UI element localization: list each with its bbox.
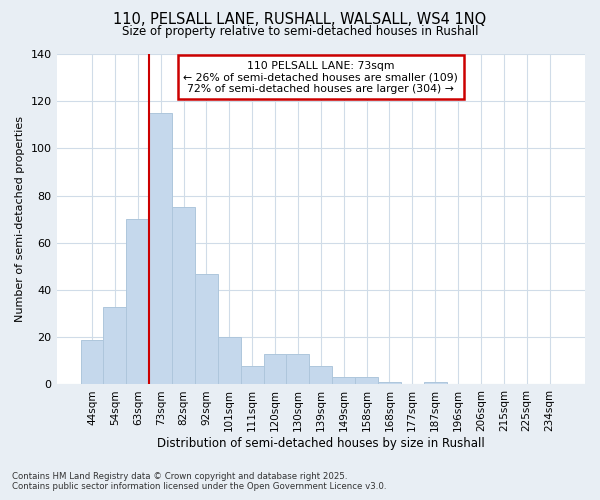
Bar: [80, 340, 103, 384]
Bar: [263, 354, 286, 384]
Bar: [241, 366, 263, 384]
X-axis label: Distribution of semi-detached houses by size in Rushall: Distribution of semi-detached houses by …: [157, 437, 485, 450]
Y-axis label: Number of semi-detached properties: Number of semi-detached properties: [15, 116, 25, 322]
Bar: [195, 274, 218, 384]
Text: Size of property relative to semi-detached houses in Rushall: Size of property relative to semi-detach…: [122, 25, 478, 38]
Bar: [310, 366, 332, 384]
Bar: [172, 208, 195, 384]
Bar: [218, 337, 241, 384]
Bar: [149, 113, 172, 384]
Text: 110, PELSALL LANE, RUSHALL, WALSALL, WS4 1NQ: 110, PELSALL LANE, RUSHALL, WALSALL, WS4…: [113, 12, 487, 28]
Bar: [286, 354, 310, 384]
Text: 110 PELSALL LANE: 73sqm
← 26% of semi-detached houses are smaller (109)
72% of s: 110 PELSALL LANE: 73sqm ← 26% of semi-de…: [184, 60, 458, 94]
Text: Contains HM Land Registry data © Crown copyright and database right 2025.
Contai: Contains HM Land Registry data © Crown c…: [12, 472, 386, 491]
Bar: [378, 382, 401, 384]
Bar: [355, 378, 378, 384]
Bar: [127, 219, 149, 384]
Bar: [424, 382, 446, 384]
Bar: [103, 306, 127, 384]
Bar: [332, 378, 355, 384]
